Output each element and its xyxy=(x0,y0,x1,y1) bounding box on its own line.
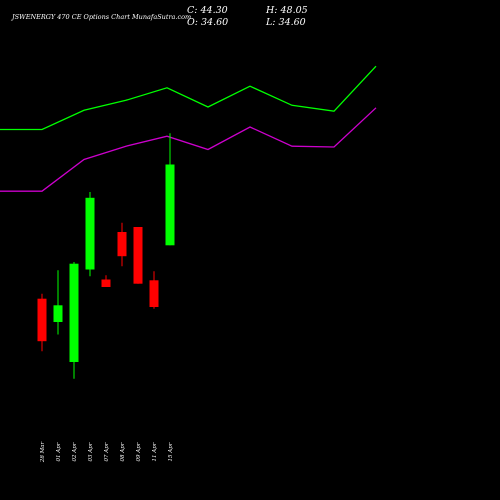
x-tick-label: 28 Mar xyxy=(40,441,46,463)
candle xyxy=(165,133,175,246)
x-tick-label: 08 Apr xyxy=(120,442,126,461)
lower-band-line xyxy=(0,107,377,192)
candle-body xyxy=(37,298,47,342)
candle-body xyxy=(117,232,127,257)
candle xyxy=(37,293,47,352)
x-tick-label: 15 Apr xyxy=(168,442,174,461)
candle-body xyxy=(149,280,159,307)
x-tick-label: 07 Apr xyxy=(104,442,110,461)
candle-body xyxy=(101,279,111,287)
x-tick-label: 09 Apr xyxy=(136,442,142,461)
candle xyxy=(85,192,95,277)
candle xyxy=(149,271,159,309)
candle xyxy=(117,222,127,267)
candle-body xyxy=(133,227,143,284)
x-tick-label: 02 Apr xyxy=(72,442,78,461)
candle xyxy=(101,275,111,287)
x-tick-label: 11 Apr xyxy=(152,442,158,461)
candle-body xyxy=(53,305,63,322)
low-value: L: 34.60 xyxy=(266,17,306,28)
candle xyxy=(133,227,143,284)
upper-band-line xyxy=(0,65,377,131)
candle-body xyxy=(85,197,95,270)
candle xyxy=(69,262,79,379)
candle-body xyxy=(165,164,175,246)
close-value: C: 44.30 xyxy=(187,5,228,16)
open-value: O: 34.60 xyxy=(187,17,229,28)
x-tick-label: 01 Apr xyxy=(56,442,62,461)
candle-body xyxy=(69,263,79,362)
high-value: H: 48.05 xyxy=(266,5,308,16)
x-tick-label: 03 Apr xyxy=(88,442,94,461)
chart-title: JSWENERGY 470 CE Options Chart MunafaSut… xyxy=(12,13,192,21)
candle xyxy=(53,270,63,335)
